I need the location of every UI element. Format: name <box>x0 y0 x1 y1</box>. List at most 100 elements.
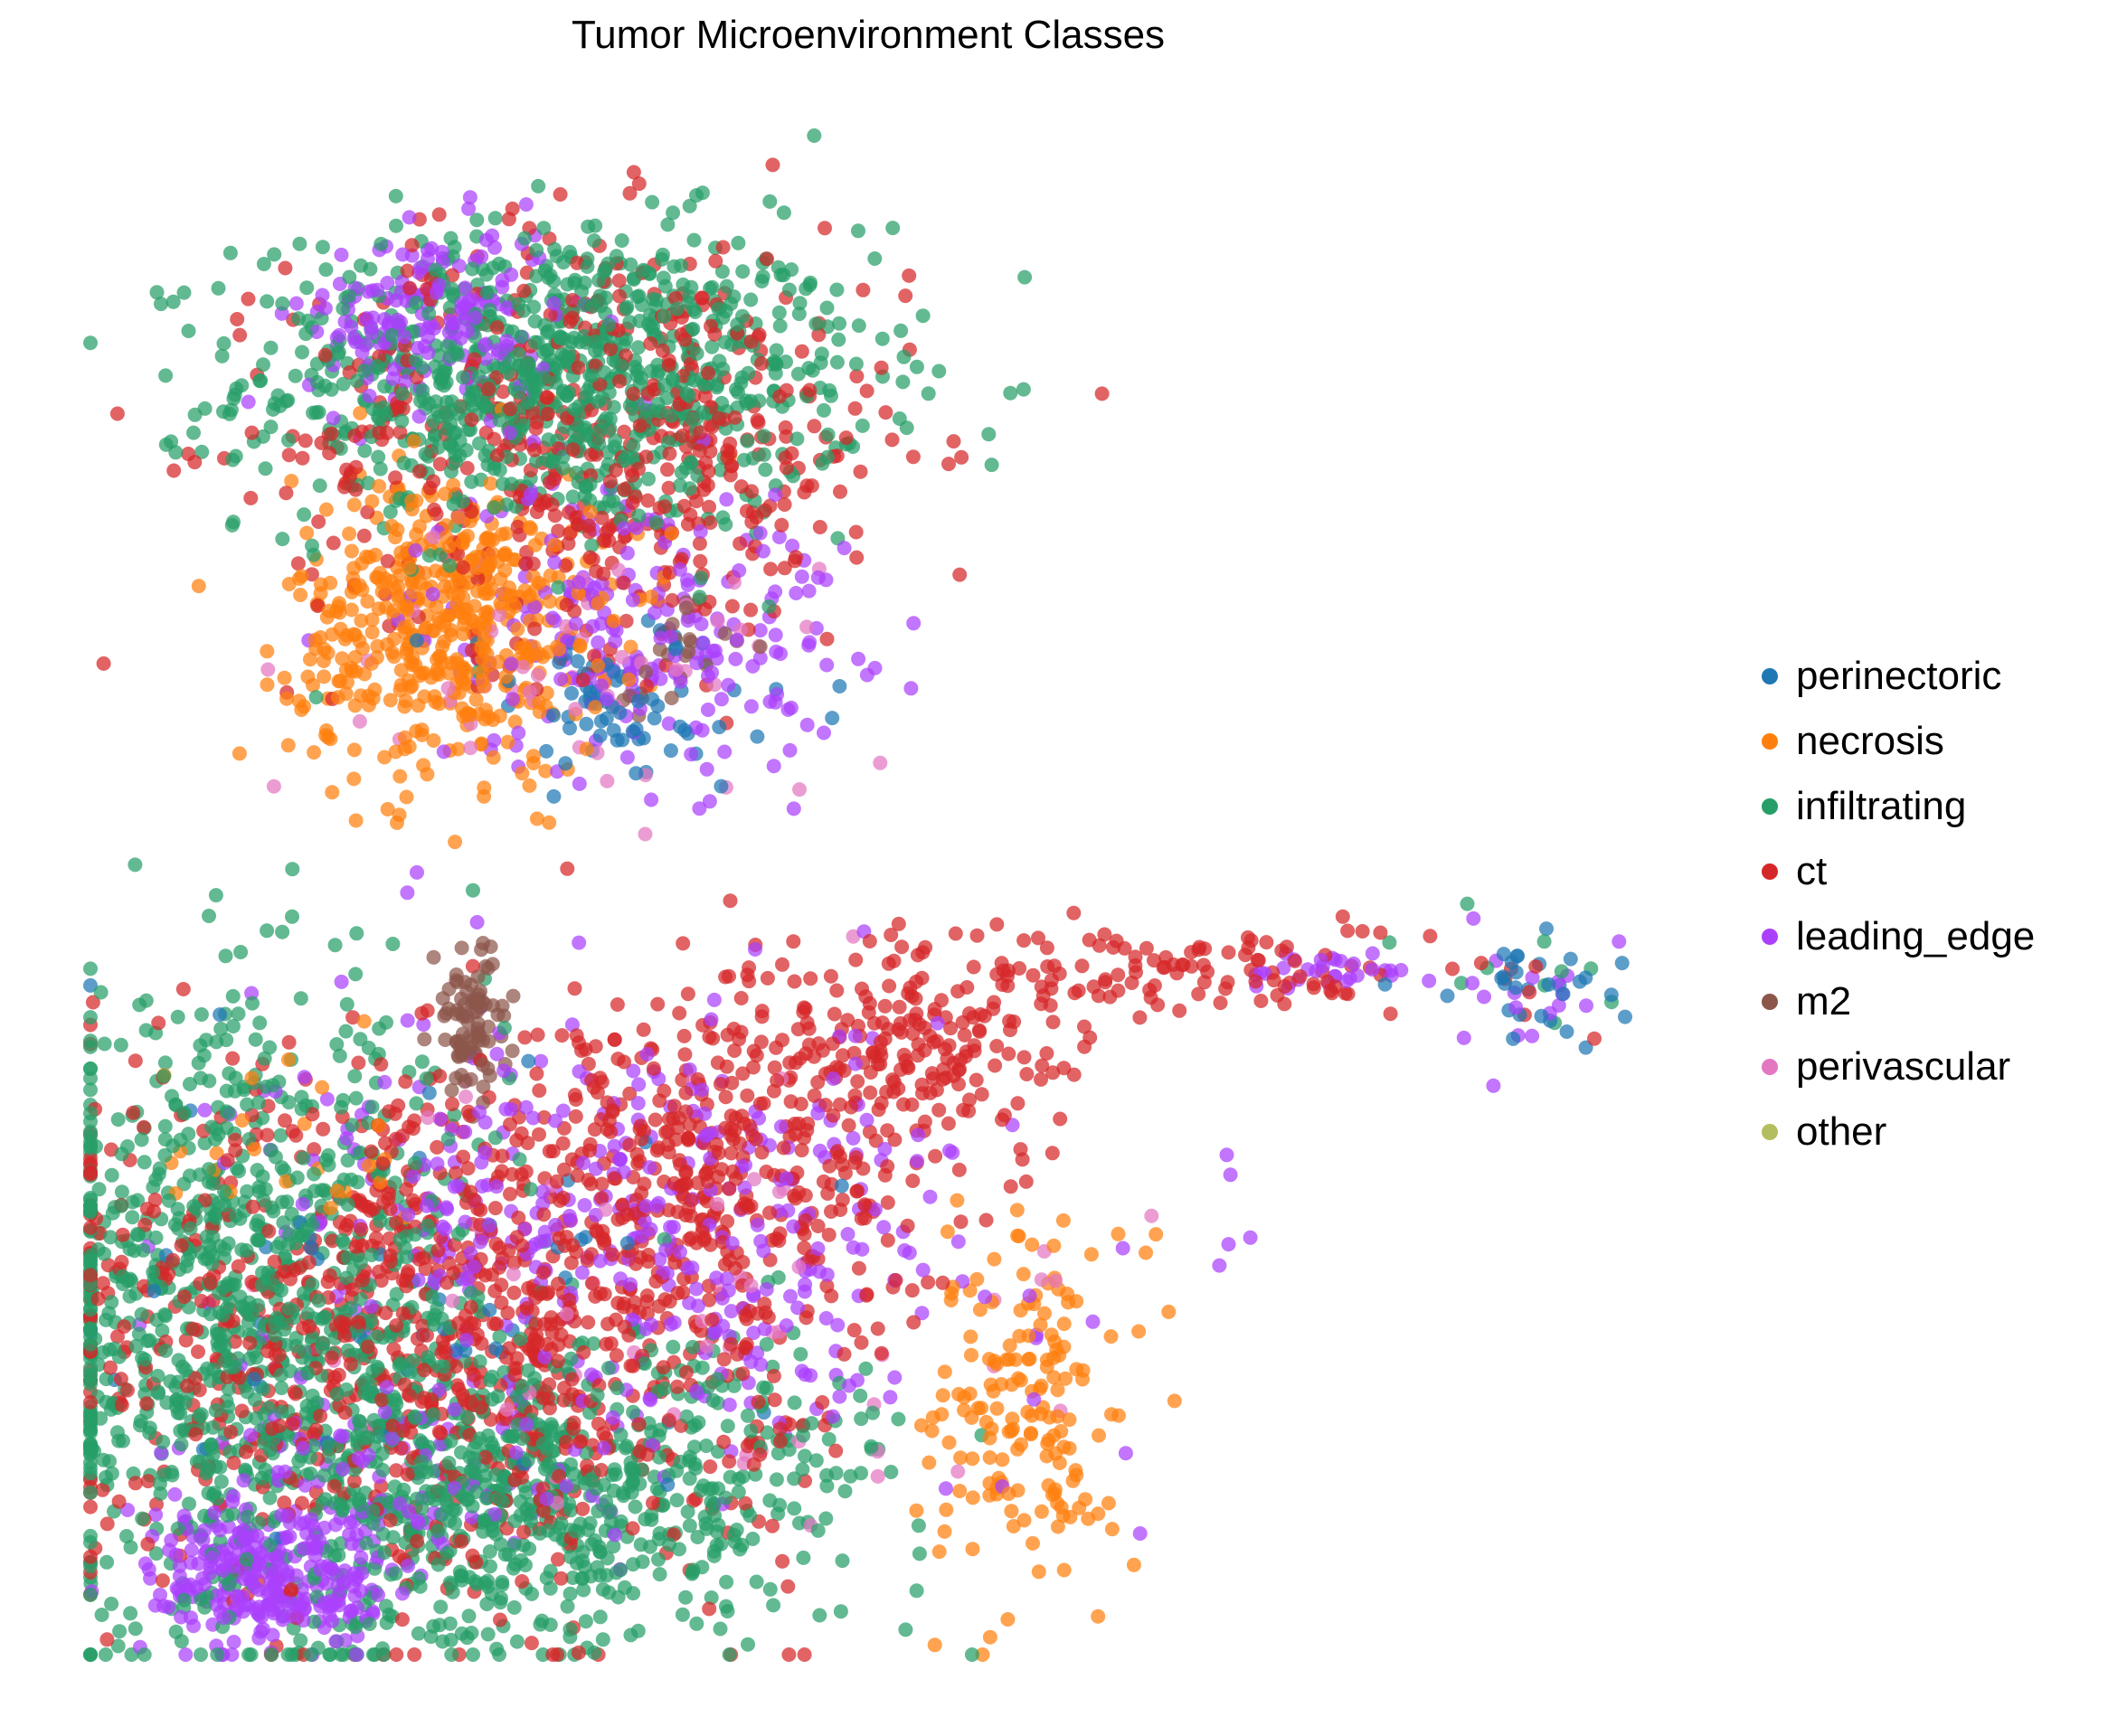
point-ct <box>702 499 716 514</box>
point-ct <box>898 288 913 304</box>
point-perivascular <box>266 778 281 794</box>
point-infiltrating <box>683 455 698 470</box>
point-ct <box>743 602 759 618</box>
point-infiltrating <box>678 1590 694 1605</box>
point-ct <box>1094 386 1110 401</box>
point-infiltrating <box>219 1120 234 1136</box>
point-necrosis <box>1016 1513 1032 1528</box>
point-infiltrating <box>137 1155 152 1170</box>
point-ct <box>848 524 864 540</box>
point-necrosis <box>527 537 543 552</box>
point-ct <box>775 1033 789 1048</box>
point-ct <box>1077 1039 1092 1054</box>
point-infiltrating <box>181 324 196 338</box>
point-infiltrating <box>266 1203 281 1219</box>
point-infiltrating <box>660 217 676 232</box>
point-perivascular <box>1034 1272 1049 1288</box>
point-infiltrating <box>288 368 303 383</box>
point-ct <box>862 1124 877 1139</box>
point-infiltrating <box>154 297 168 312</box>
point-infiltrating <box>274 1381 289 1396</box>
point-leading_edge <box>511 725 526 741</box>
point-ct <box>228 1143 243 1158</box>
point-ct <box>556 1162 572 1177</box>
point-infiltrating <box>469 212 485 228</box>
point-infiltrating <box>682 1453 697 1468</box>
point-ct <box>853 464 868 479</box>
point-infiltrating <box>623 257 638 272</box>
point-infiltrating <box>93 985 109 1000</box>
point-infiltrating <box>892 411 907 426</box>
point-infiltrating <box>275 1194 289 1210</box>
point-ct <box>140 1474 156 1489</box>
point-ct <box>622 1086 638 1101</box>
point-ct <box>675 1072 690 1088</box>
point-necrosis <box>346 771 362 787</box>
point-infiltrating <box>895 374 911 390</box>
point-infiltrating <box>295 344 309 360</box>
point-infiltrating <box>793 1346 808 1362</box>
point-infiltrating <box>1016 382 1031 397</box>
point-leading_edge <box>401 1207 416 1222</box>
point-infiltrating <box>262 1040 278 1055</box>
point-infiltrating <box>224 517 240 533</box>
point-infiltrating <box>348 1090 364 1106</box>
point-infiltrating <box>637 1356 652 1372</box>
point-infiltrating <box>137 1352 153 1367</box>
point-perivascular <box>458 1090 473 1104</box>
point-infiltrating <box>742 1508 758 1524</box>
point-ct <box>553 187 568 202</box>
point-leading_edge <box>786 801 801 816</box>
point-leading_edge <box>462 190 477 205</box>
point-infiltrating <box>306 547 321 562</box>
point-ct <box>794 344 809 359</box>
point-perinectoric <box>304 1241 319 1256</box>
point-ct <box>610 997 625 1012</box>
point-leading_edge <box>534 1053 549 1069</box>
point-infiltrating <box>819 300 835 316</box>
point-infiltrating <box>148 1230 164 1245</box>
point-infiltrating <box>613 1427 629 1442</box>
point-ct <box>617 482 632 497</box>
point-infiltrating <box>339 996 354 1012</box>
point-ct <box>665 593 680 608</box>
point-leading_edge <box>903 681 919 696</box>
point-m2 <box>438 1033 453 1047</box>
point-ct <box>109 406 125 421</box>
point-infiltrating <box>761 599 777 614</box>
point-infiltrating <box>371 449 386 465</box>
point-leading_edge <box>548 1217 563 1232</box>
point-infiltrating <box>182 1496 196 1512</box>
point-ct <box>798 1473 812 1488</box>
point-infiltrating <box>686 302 701 317</box>
point-infiltrating <box>94 1608 109 1622</box>
point-ct <box>524 1636 539 1651</box>
point-infiltrating <box>442 300 458 316</box>
point-ct <box>1026 967 1041 983</box>
point-necrosis <box>965 1451 980 1467</box>
point-infiltrating <box>363 261 378 277</box>
point-necrosis <box>950 1193 965 1208</box>
point-ct <box>529 1066 544 1081</box>
point-ct <box>580 1458 595 1473</box>
point-infiltrating <box>430 1557 446 1572</box>
point-necrosis <box>209 1146 224 1161</box>
point-perinectoric <box>663 743 678 759</box>
point-infiltrating <box>740 433 755 448</box>
point-leading_edge <box>1243 1230 1258 1245</box>
point-ct <box>492 1241 507 1255</box>
point-ct <box>1528 959 1544 974</box>
point-ct <box>1039 1046 1054 1061</box>
point-ct <box>85 995 100 1010</box>
point-infiltrating <box>818 1511 834 1526</box>
point-leading_edge <box>846 1130 861 1146</box>
point-ct <box>617 1054 632 1070</box>
point-ct <box>1056 1061 1072 1076</box>
point-infiltrating <box>466 882 480 898</box>
point-ct <box>294 1495 309 1511</box>
point-ct <box>311 514 326 529</box>
point-infiltrating <box>442 1616 458 1631</box>
point-ct <box>501 212 516 227</box>
point-leading_edge <box>876 1220 892 1235</box>
point-perinectoric <box>1572 974 1587 989</box>
